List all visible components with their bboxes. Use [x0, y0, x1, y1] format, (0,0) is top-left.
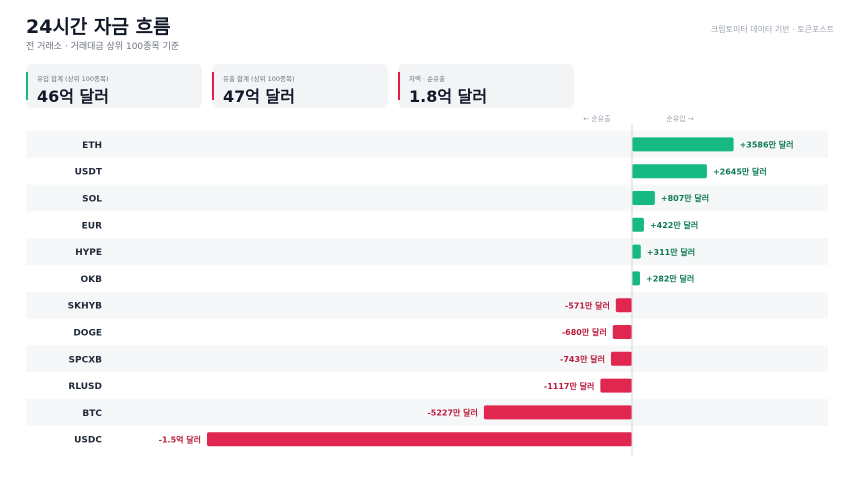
outflow-card-value: 47억 달러	[223, 87, 295, 106]
inflow-card-value: 46억 달러	[37, 87, 109, 106]
category-label: USDC	[74, 436, 102, 446]
category-label: SKHYB	[68, 302, 103, 312]
row-band	[26, 399, 828, 426]
category-label: USDT	[75, 168, 103, 178]
value-label: +807만 달러	[661, 193, 709, 203]
inflow-card-label: 유입 합계 (상위 100종목)	[37, 75, 109, 83]
flow-bar	[600, 378, 632, 393]
flow-bar	[632, 244, 641, 259]
category-label: EUR	[82, 221, 102, 231]
value-label: +3586만 달러	[740, 140, 794, 150]
flow-bar	[483, 405, 632, 420]
row-band	[26, 291, 828, 319]
category-label: SOL	[82, 195, 102, 205]
page-subtitle: 전 거래소 · 거래대금 상위 100종목 기준	[26, 42, 180, 52]
value-label: -571만 달러	[565, 300, 610, 310]
net-card-label: 차액 · 순유출	[409, 75, 446, 83]
flow-bar	[610, 351, 632, 366]
outflow-card-accent	[212, 72, 214, 100]
inflow-summary-card: 유입 합계 (상위 100종목) 46억 달러	[26, 64, 202, 108]
outflow-card-label: 유출 합계 (상위 100종목)	[223, 75, 295, 83]
category-label: ETH	[82, 141, 102, 151]
value-label: +311만 달러	[647, 247, 695, 257]
flow-bar	[632, 217, 644, 232]
inflow-direction-label: 순유입 →	[666, 115, 694, 123]
category-label: DOGE	[73, 329, 102, 339]
value-label: +422만 달러	[650, 220, 698, 230]
net-summary-card: 차액 · 순유출 1.8억 달러	[398, 64, 574, 108]
flow-bar	[207, 432, 632, 447]
source-credit: 크립토미터 데이터 기반 · 토큰포스트	[710, 25, 834, 34]
outflow-summary-card: 유출 합계 (상위 100종목) 47억 달러	[212, 64, 388, 108]
flow-bar	[615, 298, 632, 313]
page-title: 24시간 자금 흐름	[26, 16, 171, 38]
net-card-value: 1.8억 달러	[409, 87, 488, 106]
category-label: OKB	[81, 275, 103, 285]
value-label: -743만 달러	[560, 354, 605, 364]
flow-bar	[632, 137, 734, 152]
value-label: +2645만 달러	[713, 166, 767, 176]
row-band	[26, 184, 828, 212]
category-label: BTC	[82, 409, 102, 419]
value-label: -1117만 달러	[544, 381, 594, 391]
value-label: -5227만 달러	[427, 408, 477, 418]
flow-bar	[632, 164, 707, 179]
outflow-direction-label: ← 순유출	[583, 114, 611, 123]
row-band	[26, 345, 828, 373]
value-label: -680만 달러	[562, 327, 607, 337]
category-label: HYPE	[75, 248, 102, 258]
flow-bar	[632, 271, 640, 286]
flow-bar	[612, 325, 632, 339]
row-band	[26, 238, 828, 265]
category-label: RLUSD	[68, 382, 102, 392]
value-label: +282만 달러	[646, 274, 694, 284]
net-card-accent	[398, 72, 400, 100]
category-label: SPCXB	[69, 355, 103, 365]
value-label: -1.5억 달러	[159, 434, 201, 444]
flow-bar	[632, 191, 655, 205]
inflow-card-accent	[26, 72, 28, 100]
